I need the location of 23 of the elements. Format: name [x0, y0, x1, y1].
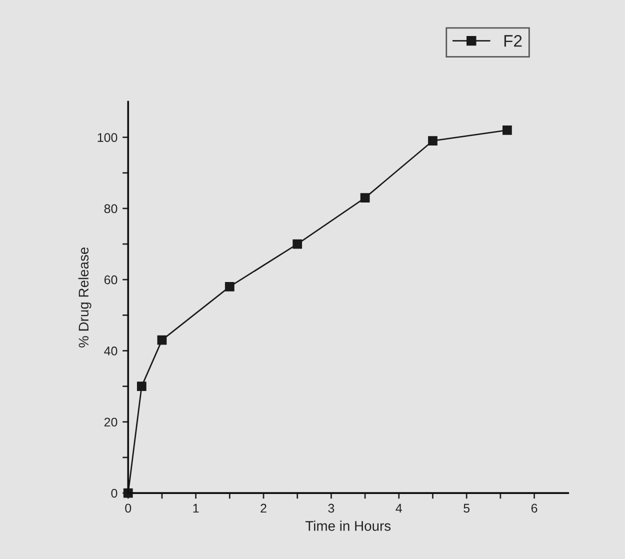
point — [428, 136, 438, 146]
point — [136, 382, 146, 392]
point — [360, 193, 370, 202]
y-axis-title: % Drug Release — [78, 247, 92, 348]
x-tick-label: 3 — [328, 504, 334, 513]
point — [157, 335, 167, 345]
legend-label: F2 — [504, 35, 522, 47]
y-tick-label: 80 — [104, 204, 118, 214]
point — [224, 282, 234, 292]
y-tick-label: 40 — [104, 346, 118, 356]
y-tick-label: 100 — [98, 133, 118, 142]
point — [502, 126, 512, 135]
x-tick-label: 4 — [396, 504, 402, 513]
point — [292, 239, 302, 249]
x-tick-label: 6 — [531, 504, 538, 513]
x-tick-label: 1 — [193, 504, 199, 513]
x-axis-title: Time in Hours — [305, 520, 391, 531]
y-tick-label: 20 — [104, 418, 118, 427]
x-tick-label: 5 — [464, 504, 470, 513]
x-tick-label: 2 — [260, 504, 266, 513]
y-tick-label: 60 — [104, 275, 118, 284]
y-tick-label: 0 — [111, 488, 118, 498]
x-tick-label: 0 — [125, 504, 132, 513]
